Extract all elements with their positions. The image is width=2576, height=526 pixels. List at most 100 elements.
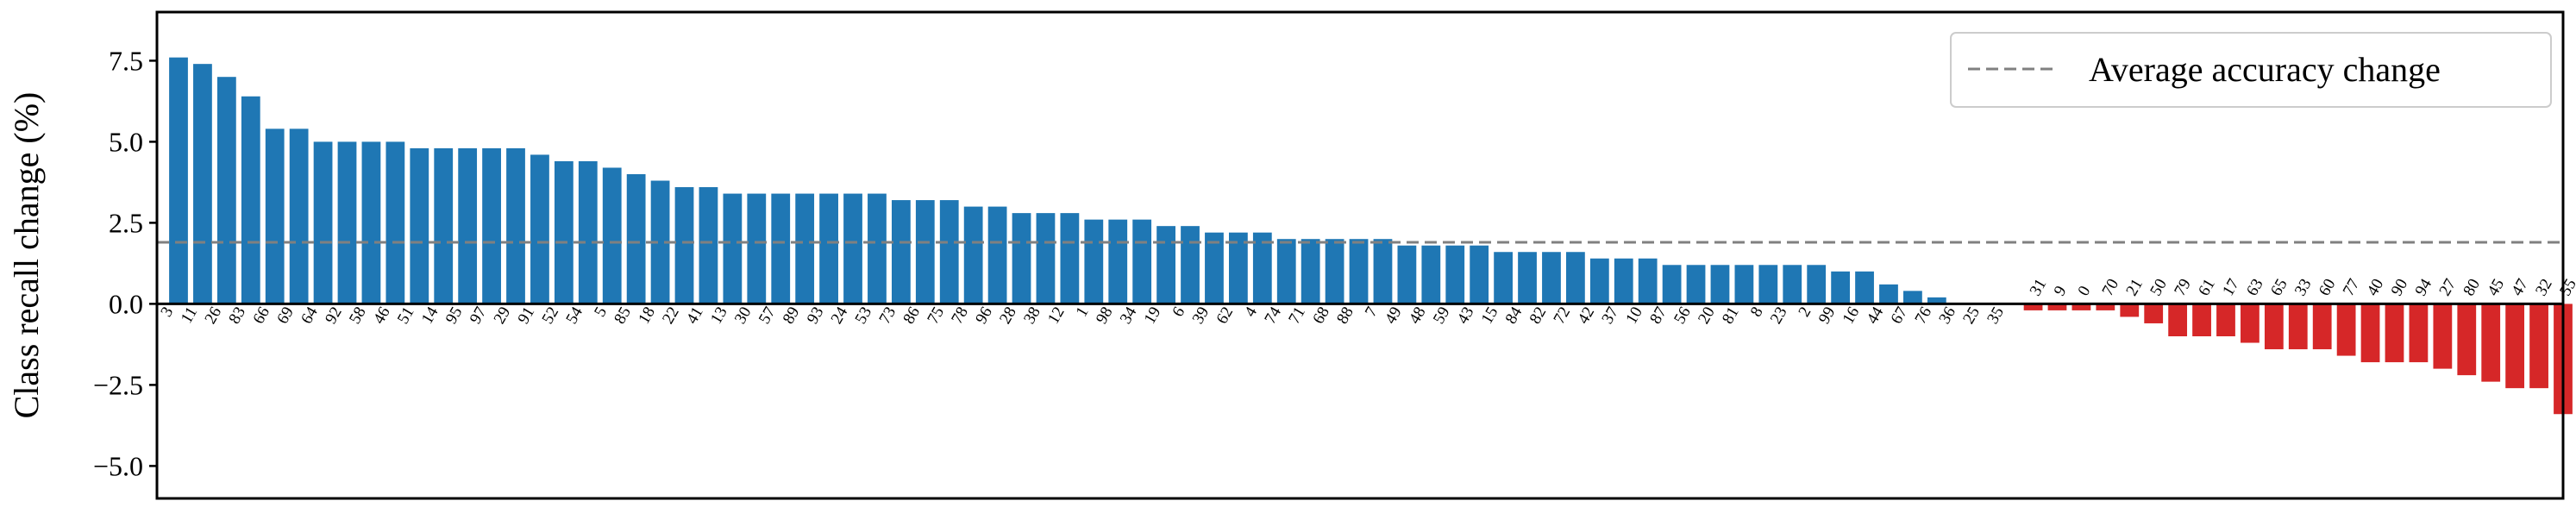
category-label: 28 [996,304,1020,327]
category-label: 63 [2243,276,2267,299]
bar [674,187,694,304]
category-label: 40 [2364,276,2388,299]
bar [819,193,838,304]
bar [626,174,646,304]
category-label: 16 [1840,304,1864,327]
category-label: 93 [804,304,828,327]
category-label: 19 [1141,304,1165,327]
category-label: 0 [2075,283,2095,299]
category-label: 76 [1911,304,1935,327]
bar [939,200,959,304]
bar [1518,252,1537,304]
bar [795,193,815,304]
bar [2144,304,2164,323]
bar [868,193,887,304]
category-label: 15 [1478,304,1502,327]
bar [289,128,309,304]
bar [2409,304,2429,363]
bar [1012,213,1031,304]
bar [337,141,357,304]
bar [1758,265,1778,304]
bar [1181,226,1200,304]
category-label: 12 [1044,304,1069,327]
category-label: 9 [2051,283,2071,299]
category-label: 84 [1502,304,1526,327]
bar [1494,252,1513,304]
bar [578,160,598,304]
category-label: 13 [707,304,731,327]
category-label: 26 [202,304,226,327]
category-label: 32 [2532,276,2556,299]
legend-box [1950,32,2552,108]
bar [602,167,622,304]
category-label: 49 [1382,304,1406,327]
category-label: 97 [467,304,491,327]
category-label: 83 [225,304,249,327]
category-label: 14 [418,304,442,327]
category-label: 95 [442,304,467,327]
bar [554,160,573,304]
bar [506,147,525,304]
bar [1662,265,1682,304]
category-label: 70 [2098,276,2122,299]
category-label: 82 [1526,304,1551,327]
category-label: 7 [1362,304,1382,320]
bar [1831,271,1851,304]
category-label: 39 [1189,304,1213,327]
bar [1301,239,1320,304]
bar [2120,304,2140,317]
bar [2385,304,2404,363]
bar [650,180,670,304]
category-label: 34 [1117,304,1141,327]
category-label: 17 [2219,276,2243,299]
category-label: 25 [1959,304,1984,327]
category-label: 71 [1285,304,1309,327]
category-label: 94 [2412,276,2436,299]
bar [1927,297,1946,304]
category-label: 27 [2435,276,2460,299]
plot-frame [155,10,2565,500]
bar [313,141,333,304]
category-label: 90 [2388,276,2412,299]
category-label: 46 [370,304,394,327]
category-label: 45 [2484,276,2508,299]
bar [843,193,862,304]
legend: Average accuracy change [1950,32,2552,108]
category-label: 64 [298,304,322,327]
category-label: 57 [755,304,780,327]
bar [1589,258,1609,304]
bar [1205,232,1224,304]
bar [1710,265,1730,304]
y-tick-label: −2.5 [93,369,143,400]
category-label: 89 [780,304,804,327]
category-label: 58 [346,304,370,327]
category-label: 72 [1551,304,1575,327]
category-label: 81 [1719,304,1743,327]
bar [1879,284,1898,304]
bar [241,96,260,304]
y-tick-label: −5.0 [93,450,143,481]
bar [963,206,983,304]
category-label: 66 [249,304,273,327]
category-label: 99 [1815,304,1840,327]
category-label: 62 [1213,304,1238,327]
category-label: 78 [948,304,972,327]
bar [2071,304,2091,310]
bar [1060,213,1080,304]
bar [2529,304,2548,389]
bar [2192,304,2211,336]
category-label: 2 [1796,304,1815,320]
category-label: 92 [322,304,346,327]
bar [2216,304,2235,336]
bar [1783,265,1802,304]
category-label: 60 [2316,276,2340,299]
category-label: 4 [1241,304,1261,320]
bar [169,57,188,304]
bar [1470,245,1489,304]
bar [1638,258,1658,304]
category-label: 80 [2460,276,2484,299]
y-tick-label: 0.0 [109,288,143,319]
bar [1566,252,1585,304]
bar [410,147,429,304]
bar [2481,304,2501,382]
